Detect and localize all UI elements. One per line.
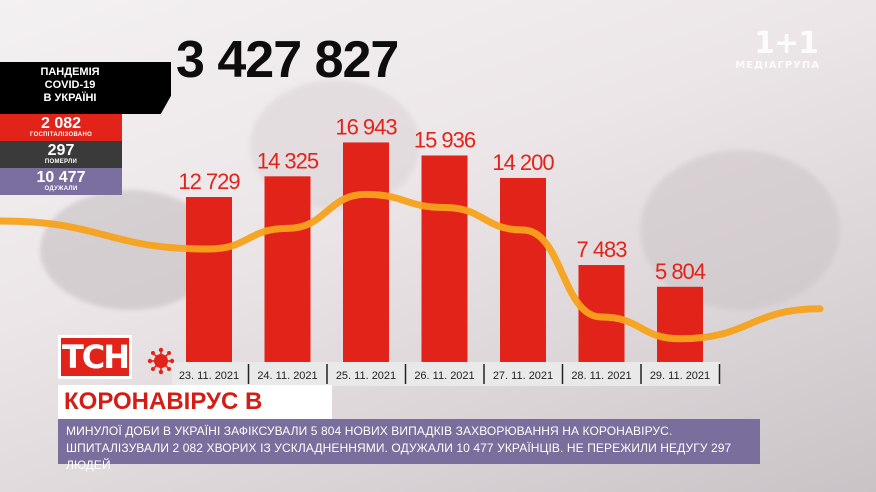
x-tick-label: 25. 11. 2021 bbox=[336, 370, 396, 382]
hospitalized-stat: 2 082 ГОСПІТАЛІЗОВАНО bbox=[0, 114, 122, 141]
chart-bar bbox=[657, 286, 703, 362]
recovered-stat: 10 477 ОДУЖАЛИ bbox=[0, 168, 122, 195]
hospitalized-value: 2 082 bbox=[40, 115, 82, 132]
tsn-logo: ТСН bbox=[58, 335, 132, 379]
chart-bar bbox=[500, 177, 546, 362]
panel-title-line: В УКРАЇНІ bbox=[43, 92, 97, 104]
bar-value-label: 12 729 bbox=[178, 169, 240, 194]
bar-value-label: 16 943 bbox=[335, 114, 397, 139]
channel-logo-subtitle: МЕДІАГРУПА bbox=[735, 60, 820, 71]
died-stat: 297 ПОМЕРЛИ bbox=[0, 141, 122, 168]
x-tick-label: 24. 11. 2021 bbox=[257, 370, 317, 382]
news-ticker: МИНУЛОЇ ДОБИ В УКРАЇНІ ЗАФІКСУВАЛИ 5 804… bbox=[58, 419, 760, 472]
background-decoration bbox=[640, 150, 840, 310]
bar-value-label: 14 325 bbox=[257, 148, 319, 173]
bar-value-label: 7 483 bbox=[576, 237, 627, 262]
x-tick-label: 28. 11. 2021 bbox=[571, 370, 631, 382]
recovered-value: 10 477 bbox=[36, 169, 86, 186]
bar-value-label: 15 936 bbox=[414, 127, 476, 152]
died-value: 297 bbox=[47, 142, 75, 159]
hospitalized-label: ГОСПІТАЛІЗОВАНО bbox=[29, 132, 93, 138]
total-cases: 3 427 827 bbox=[176, 31, 399, 89]
panel-title-line: COVID-19 bbox=[44, 79, 96, 91]
recovered-label: ОДУЖАЛИ bbox=[44, 186, 78, 192]
channel-logo: 1+1 bbox=[754, 26, 819, 61]
date-axis-strip bbox=[172, 362, 720, 386]
died-label: ПОМЕРЛИ bbox=[44, 159, 78, 165]
chart-bar bbox=[186, 197, 232, 362]
x-tick-label: 26. 11. 2021 bbox=[414, 370, 474, 382]
x-tick-label: 29. 11. 2021 bbox=[650, 370, 710, 382]
bar-value-label: 14 200 bbox=[492, 150, 554, 175]
pandemic-panel-title: ПАНДЕМІЯ COVID-19 В УКРАЇНІ bbox=[0, 62, 171, 114]
x-tick-label: 23. 11. 2021 bbox=[179, 370, 239, 382]
trend-line bbox=[0, 190, 824, 343]
virus-icon bbox=[147, 347, 175, 375]
chart-bar bbox=[421, 155, 468, 362]
x-tick-label: 27. 11. 2021 bbox=[493, 370, 553, 382]
bar-value-label: 5 804 bbox=[655, 259, 706, 284]
chart-bar bbox=[264, 176, 311, 362]
headline: КОРОНАВІРУС В УКРАЇНІ bbox=[58, 385, 332, 449]
chart-bar bbox=[343, 142, 389, 362]
panel-title-line: ПАНДЕМІЯ bbox=[40, 66, 100, 78]
